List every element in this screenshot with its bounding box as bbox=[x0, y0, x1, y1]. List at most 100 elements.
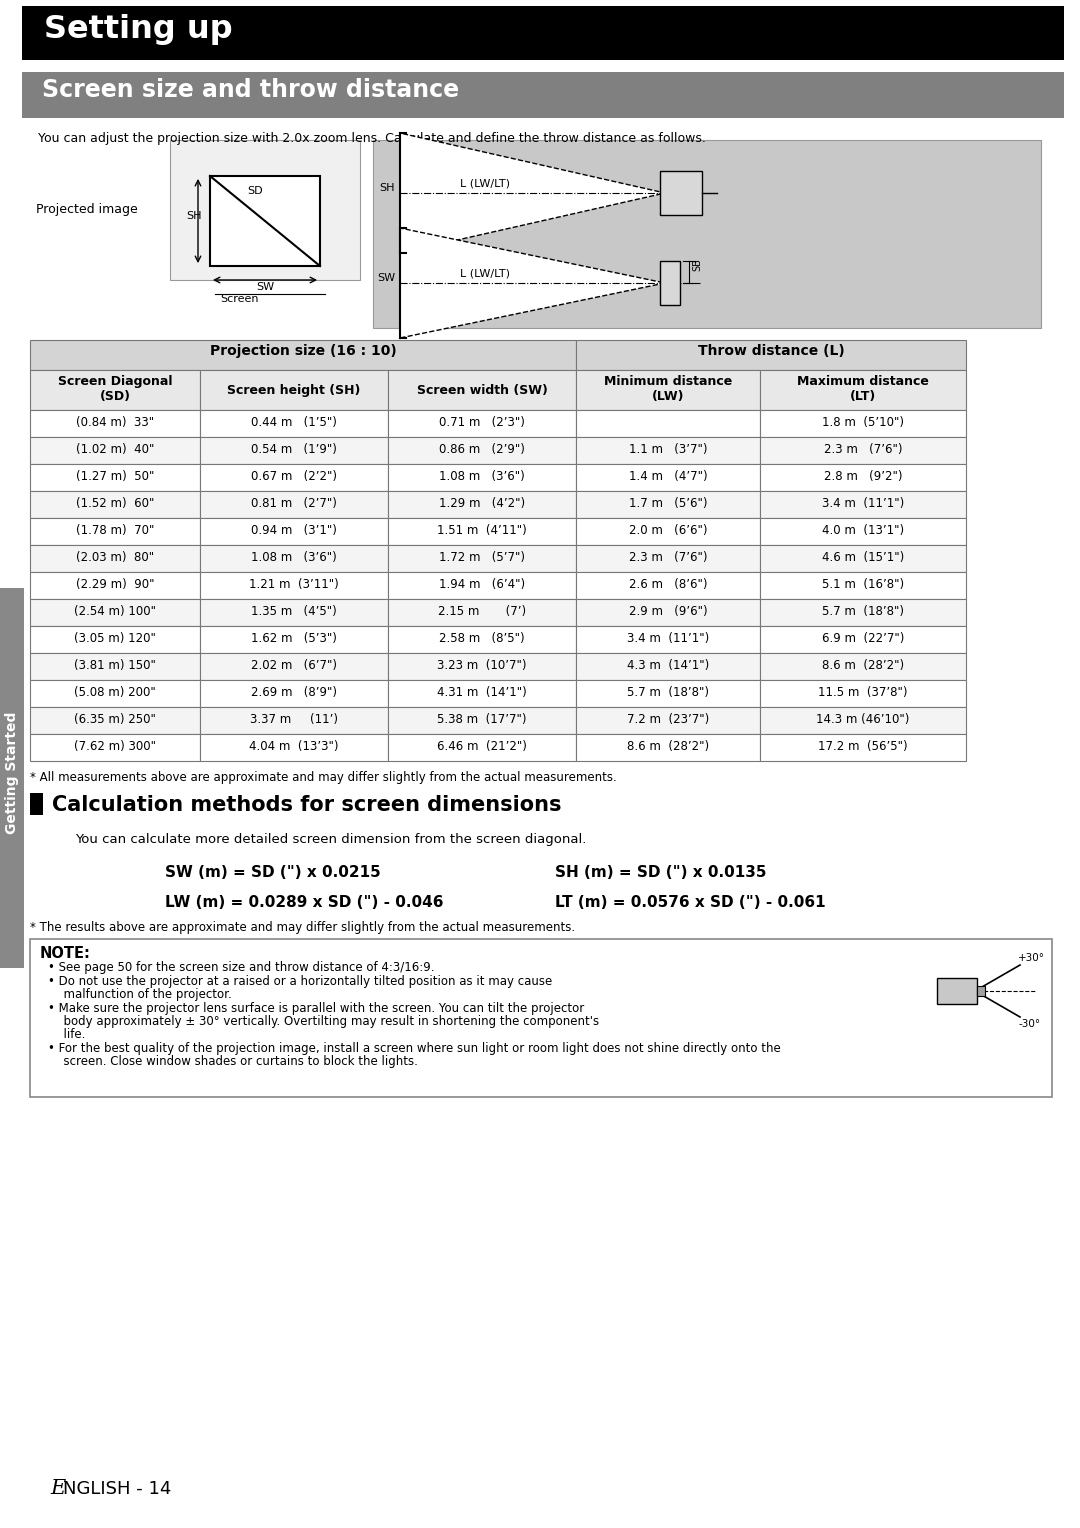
Bar bbox=[30, 545, 200, 571]
Bar bbox=[576, 410, 760, 437]
Bar bbox=[30, 518, 200, 545]
Bar bbox=[937, 978, 977, 1004]
Text: (1.78 m)  70": (1.78 m) 70" bbox=[76, 524, 154, 536]
Text: L (LW/LT): L (LW/LT) bbox=[460, 267, 510, 278]
Bar bbox=[576, 518, 760, 545]
Text: (1.52 m)  60": (1.52 m) 60" bbox=[76, 497, 154, 510]
Bar bbox=[576, 680, 760, 707]
Bar bbox=[22, 6, 1064, 60]
Bar bbox=[30, 707, 200, 733]
Bar bbox=[388, 490, 576, 518]
Text: 5.1 m  (16’8"): 5.1 m (16’8") bbox=[822, 578, 904, 591]
Text: • Make sure the projector lens surface is parallel with the screen. You can tilt: • Make sure the projector lens surface i… bbox=[48, 1002, 584, 1015]
Bar bbox=[30, 680, 200, 707]
Text: Screen: Screen bbox=[220, 293, 258, 304]
Text: LT (m) = 0.0576 x SD (") - 0.061: LT (m) = 0.0576 x SD (") - 0.061 bbox=[555, 895, 825, 911]
Bar bbox=[22, 72, 1064, 118]
Text: 2.15 m       (7’): 2.15 m (7’) bbox=[437, 605, 526, 617]
Bar bbox=[30, 490, 200, 518]
Bar bbox=[760, 437, 966, 465]
Text: 4.04 m  (13’3"): 4.04 m (13’3") bbox=[249, 740, 339, 753]
Text: 8.6 m  (28’2"): 8.6 m (28’2") bbox=[626, 740, 710, 753]
Text: • For the best quality of the projection image, install a screen where sun light: • For the best quality of the projection… bbox=[48, 1042, 781, 1054]
Bar bbox=[760, 652, 966, 680]
Text: 2.3 m   (7’6"): 2.3 m (7’6") bbox=[629, 552, 707, 564]
Text: (7.62 m) 300": (7.62 m) 300" bbox=[75, 740, 156, 753]
Text: 5.38 m  (17’7"): 5.38 m (17’7") bbox=[437, 714, 527, 726]
Text: 1.94 m   (6’4"): 1.94 m (6’4") bbox=[438, 578, 525, 591]
Text: 1.8 m  (5’10"): 1.8 m (5’10") bbox=[822, 416, 904, 429]
Text: (LT): (LT) bbox=[850, 390, 876, 403]
Bar bbox=[388, 465, 576, 490]
Text: 5.7 m  (18’8"): 5.7 m (18’8") bbox=[627, 686, 708, 698]
Bar bbox=[388, 626, 576, 652]
Bar bbox=[760, 518, 966, 545]
Text: Getting Started: Getting Started bbox=[5, 712, 19, 834]
Text: 4.3 m  (14’1"): 4.3 m (14’1") bbox=[626, 659, 710, 672]
Text: 3.23 m  (10’7"): 3.23 m (10’7") bbox=[437, 659, 527, 672]
Text: 0.81 m   (2’7"): 0.81 m (2’7") bbox=[251, 497, 337, 510]
Text: (2.54 m) 100": (2.54 m) 100" bbox=[75, 605, 156, 617]
Text: -30°: -30° bbox=[1018, 1019, 1040, 1028]
Text: (2.29 m)  90": (2.29 m) 90" bbox=[76, 578, 154, 591]
Text: 3.4 m  (11’1"): 3.4 m (11’1") bbox=[626, 633, 710, 645]
Text: Minimum distance: Minimum distance bbox=[604, 374, 732, 388]
Text: E: E bbox=[50, 1479, 65, 1497]
Text: Projected image: Projected image bbox=[36, 203, 138, 217]
Text: 11.5 m  (37’8"): 11.5 m (37’8") bbox=[819, 686, 908, 698]
Bar bbox=[576, 707, 760, 733]
Text: 17.2 m  (56’5"): 17.2 m (56’5") bbox=[819, 740, 908, 753]
Bar bbox=[760, 680, 966, 707]
Bar bbox=[660, 261, 680, 306]
Bar bbox=[760, 599, 966, 626]
Text: 0.71 m   (2’3"): 0.71 m (2’3") bbox=[440, 416, 525, 429]
Text: 1.35 m   (4’5"): 1.35 m (4’5") bbox=[252, 605, 337, 617]
Bar bbox=[200, 571, 388, 599]
Text: body approximately ± 30° vertically. Overtilting may result in shortening the co: body approximately ± 30° vertically. Ove… bbox=[56, 1015, 599, 1028]
Text: 0.67 m   (2’2"): 0.67 m (2’2") bbox=[251, 471, 337, 483]
Text: SH: SH bbox=[379, 183, 395, 193]
Text: NGLISH - 14: NGLISH - 14 bbox=[63, 1481, 172, 1497]
Bar bbox=[576, 465, 760, 490]
Text: 2.8 m   (9’2"): 2.8 m (9’2") bbox=[824, 471, 902, 483]
Bar bbox=[30, 940, 1052, 1097]
Bar bbox=[760, 465, 966, 490]
Text: 1.21 m  (3’11"): 1.21 m (3’11") bbox=[249, 578, 339, 591]
Bar bbox=[760, 410, 966, 437]
Text: You can adjust the projection size with 2.0x zoom lens. Calculate and define the: You can adjust the projection size with … bbox=[38, 131, 706, 145]
Text: 2.6 m   (8’6"): 2.6 m (8’6") bbox=[629, 578, 707, 591]
Text: Screen width (SW): Screen width (SW) bbox=[417, 384, 548, 397]
Text: (3.05 m) 120": (3.05 m) 120" bbox=[75, 633, 156, 645]
Bar bbox=[576, 437, 760, 465]
Text: 0.54 m   (1’9"): 0.54 m (1’9") bbox=[251, 443, 337, 455]
Text: LW (m) = 0.0289 x SD (") - 0.046: LW (m) = 0.0289 x SD (") - 0.046 bbox=[165, 895, 444, 911]
Text: Calculation methods for screen dimensions: Calculation methods for screen dimension… bbox=[52, 795, 562, 814]
Text: SW: SW bbox=[256, 283, 274, 292]
Bar bbox=[388, 707, 576, 733]
Bar bbox=[388, 410, 576, 437]
Bar bbox=[576, 571, 760, 599]
Bar bbox=[30, 341, 576, 370]
Bar bbox=[576, 370, 760, 410]
Text: 4.31 m  (14’1"): 4.31 m (14’1") bbox=[437, 686, 527, 698]
Text: * All measurements above are approximate and may differ slightly from the actual: * All measurements above are approximate… bbox=[30, 772, 617, 784]
Text: (2.03 m)  80": (2.03 m) 80" bbox=[76, 552, 154, 564]
Bar bbox=[200, 652, 388, 680]
Text: 1.1 m   (3’7"): 1.1 m (3’7") bbox=[629, 443, 707, 455]
Text: 4.0 m  (13’1"): 4.0 m (13’1") bbox=[822, 524, 904, 536]
Text: Screen size and throw distance: Screen size and throw distance bbox=[42, 78, 459, 102]
Text: NOTE:: NOTE: bbox=[40, 946, 91, 961]
Bar bbox=[760, 545, 966, 571]
Bar bbox=[200, 599, 388, 626]
Bar bbox=[200, 370, 388, 410]
Text: 8.6 m  (28’2"): 8.6 m (28’2") bbox=[822, 659, 904, 672]
Bar bbox=[388, 370, 576, 410]
Text: 2.58 m   (8’5"): 2.58 m (8’5") bbox=[440, 633, 525, 645]
Bar bbox=[30, 733, 200, 761]
Text: SB: SB bbox=[692, 258, 702, 270]
Text: 2.3 m   (7’6"): 2.3 m (7’6") bbox=[824, 443, 902, 455]
Bar bbox=[30, 571, 200, 599]
Text: 0.44 m   (1’5"): 0.44 m (1’5") bbox=[251, 416, 337, 429]
Bar bbox=[388, 733, 576, 761]
Text: 4.6 m  (15’1"): 4.6 m (15’1") bbox=[822, 552, 904, 564]
